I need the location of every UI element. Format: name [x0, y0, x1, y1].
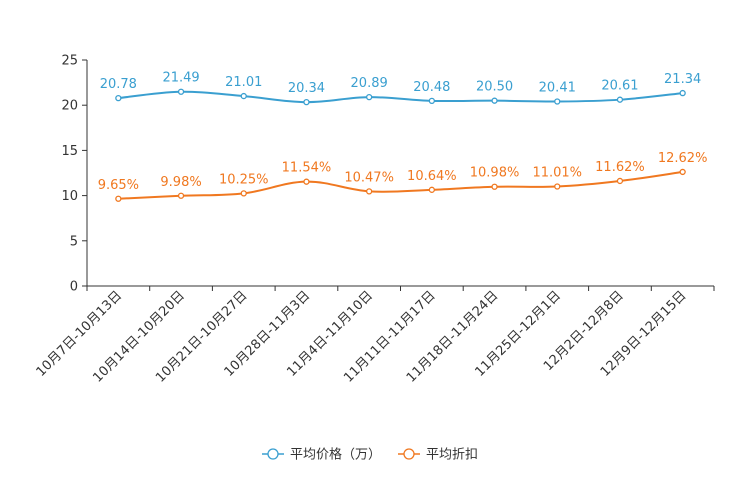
data-label: 10.47%: [344, 170, 394, 185]
data-label: 20.50: [476, 80, 513, 95]
data-label: 20.34: [288, 81, 325, 96]
data-point: [240, 92, 247, 100]
data-label: 20.41: [539, 80, 576, 95]
data-label: 10.98%: [470, 166, 520, 181]
data-label: 20.61: [601, 79, 638, 94]
data-label: 21.01: [225, 75, 262, 90]
data-label: 9.65%: [98, 178, 139, 193]
data-label: 20.78: [100, 77, 137, 92]
data-label: 21.34: [664, 72, 701, 87]
y-tick-label: 20: [61, 99, 78, 114]
data-label: 20.48: [413, 80, 450, 95]
data-point: [240, 190, 247, 197]
series-line-2: [118, 170, 683, 200]
legend-label: 平均折扣: [426, 448, 478, 463]
data-point: [491, 97, 498, 104]
data-point: [554, 98, 561, 105]
data-label: 10.64%: [407, 169, 457, 184]
data-point: [115, 195, 122, 202]
data-point: [177, 192, 185, 199]
y-tick-label: 5: [70, 234, 78, 249]
y-tick-label: 25: [61, 54, 78, 69]
data-point: [303, 178, 310, 185]
data-label: 11.01%: [532, 165, 582, 180]
legend-circle-icon: [267, 448, 279, 460]
y-tick-label: 10: [61, 189, 78, 204]
data-point: [115, 94, 122, 102]
data-point: [554, 183, 561, 190]
data-label: 21.49: [162, 71, 199, 86]
data-label: 11.62%: [595, 160, 645, 175]
legend-circle-icon: [403, 448, 415, 460]
data-point: [616, 177, 624, 185]
data-point: [616, 96, 624, 103]
data-point: [177, 88, 185, 95]
data-point: [428, 186, 436, 193]
data-label: 10.25%: [219, 172, 269, 187]
data-point: [365, 188, 373, 195]
y-tick-label: 0: [70, 280, 78, 295]
series-line-1: [118, 90, 683, 104]
legend-label: 平均价格（万）: [290, 447, 381, 463]
data-point: [365, 94, 373, 101]
data-point: [679, 168, 686, 176]
data-point: [303, 98, 310, 106]
data-point: [491, 183, 498, 190]
data-label: 11.54%: [282, 161, 332, 176]
data-point: [428, 97, 436, 105]
y-tick-label: 15: [61, 144, 78, 159]
data-label: 12.62%: [658, 151, 708, 166]
data-label: 9.98%: [160, 175, 201, 190]
data-point: [679, 89, 686, 97]
data-label: 20.89: [351, 76, 388, 91]
